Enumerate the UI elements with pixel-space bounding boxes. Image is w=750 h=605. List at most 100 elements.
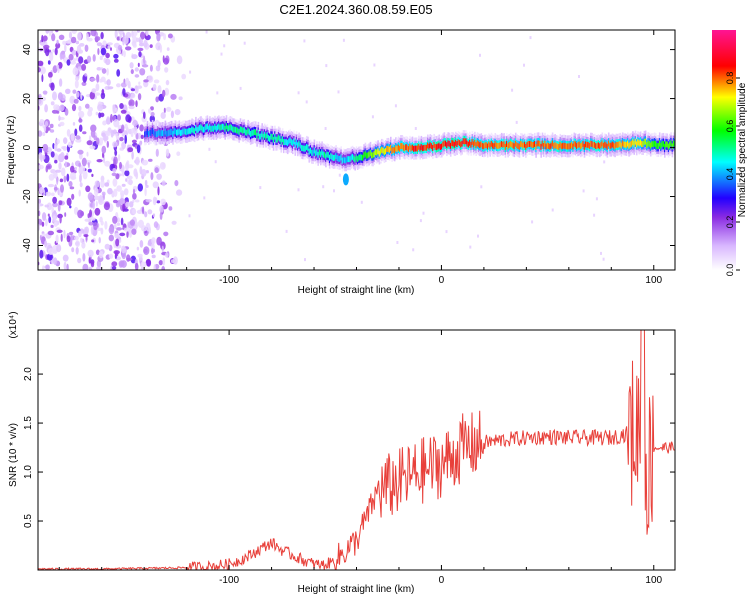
ridge-cell: [420, 144, 423, 150]
noise-cell: [120, 260, 127, 268]
noise-cell: [50, 224, 54, 228]
ridge-cell: [177, 129, 179, 136]
ridge-cell: [393, 147, 396, 154]
noise-cell: [149, 64, 153, 72]
noise-cell: [181, 73, 187, 80]
ridge-cell: [162, 130, 164, 136]
ridge-cell: [224, 125, 226, 132]
ridge-cell: [442, 141, 444, 148]
ridge-cell: [439, 144, 442, 150]
noise-cell: [582, 189, 585, 193]
noise-cell: [105, 58, 111, 66]
noise-cell: [69, 172, 76, 180]
ridge-cell: [205, 124, 207, 131]
noise-cell: [111, 261, 118, 267]
noise-cell: [39, 249, 44, 259]
noise-cell: [101, 145, 107, 154]
noise-cell: [81, 157, 87, 167]
ridge-cell: [399, 145, 401, 152]
noise-cell: [91, 173, 94, 177]
ridge-cell: [163, 130, 165, 137]
snr-ylabel: SNR (10 * v/v): [8, 423, 19, 487]
noise-cell: [159, 44, 163, 53]
ridge-cell: [317, 151, 319, 158]
ridge-cell: [247, 127, 249, 134]
noise-cell: [99, 55, 103, 61]
noise-cell: [150, 111, 155, 117]
ridge-cell: [493, 143, 495, 150]
noise-cell: [74, 128, 78, 137]
noise-cell: [53, 170, 58, 179]
noise-cell: [122, 203, 125, 212]
noise-cell: [160, 198, 167, 206]
noise-cell: [43, 44, 50, 50]
ridge-cell: [544, 140, 546, 147]
noise-cell: [117, 154, 121, 162]
noise-cell: [118, 30, 124, 36]
noise-cell: [115, 238, 120, 247]
figure-title: C2E1.2024.360.08.59.E05: [279, 2, 432, 17]
ridge-cell: [165, 130, 168, 137]
noise-cell: [94, 195, 101, 201]
ridge-cell: [368, 151, 370, 158]
noise-cell: [88, 266, 93, 270]
ridge-cell: [198, 124, 201, 131]
ridge-cell: [314, 150, 317, 157]
noise-cell: [113, 223, 117, 230]
ridge-cell: [370, 152, 373, 159]
ridge-cell: [563, 142, 565, 149]
ridge-cell: [571, 141, 573, 148]
noise-cell: [97, 48, 100, 55]
noise-cell: [152, 83, 157, 91]
noise-cell: [511, 88, 514, 92]
noise-cell: [138, 81, 141, 85]
ridge-cell: [407, 146, 410, 152]
noise-cell: [419, 219, 422, 223]
ridge-cell: [528, 141, 531, 147]
noise-cell: [78, 110, 85, 118]
ridge-cell: [602, 142, 605, 149]
noise-cell: [125, 178, 128, 182]
ridge-cell: [432, 145, 434, 151]
noise-cell: [42, 265, 45, 270]
ridge-cell: [311, 149, 313, 156]
ridge-cell: [216, 124, 219, 131]
ridge-cell: [251, 130, 253, 137]
ridge-cell: [504, 143, 507, 150]
noise-cell: [86, 55, 92, 63]
ridge-cell: [204, 126, 206, 133]
noise-cell: [125, 201, 130, 208]
ridge-cell: [627, 140, 629, 147]
noise-cell: [52, 65, 58, 74]
noise-cell: [149, 44, 153, 48]
ridge-cell: [578, 141, 581, 148]
ridge-cell: [234, 126, 237, 133]
noise-cell: [77, 66, 82, 71]
ridge-cell: [490, 140, 493, 147]
ridge-cell: [279, 135, 281, 142]
ridge-cell: [149, 129, 151, 136]
ridge-cell: [633, 140, 635, 147]
noise-cell: [75, 240, 80, 247]
ridge-cell: [671, 143, 674, 150]
ridge-cell: [406, 144, 409, 151]
noise-cell: [38, 60, 44, 66]
noise-cell: [59, 121, 65, 127]
noise-cell: [47, 183, 55, 188]
noise-cell: [58, 115, 61, 122]
noise-cell: [132, 199, 135, 203]
ridge-cell: [322, 151, 325, 158]
noise-cell: [66, 235, 71, 243]
noise-cell: [119, 239, 122, 243]
noise-cell: [144, 187, 147, 197]
noise-cell: [103, 202, 110, 211]
noise-cell: [44, 120, 49, 127]
noise-cell: [69, 205, 72, 209]
ridge-cell: [508, 142, 511, 148]
noise-cell: [69, 231, 74, 236]
noise-cell: [188, 214, 191, 218]
ridge-cell: [213, 125, 215, 132]
ridge-cell: [253, 129, 256, 135]
ridge-cell: [428, 143, 430, 150]
ridge-cell: [159, 130, 162, 137]
